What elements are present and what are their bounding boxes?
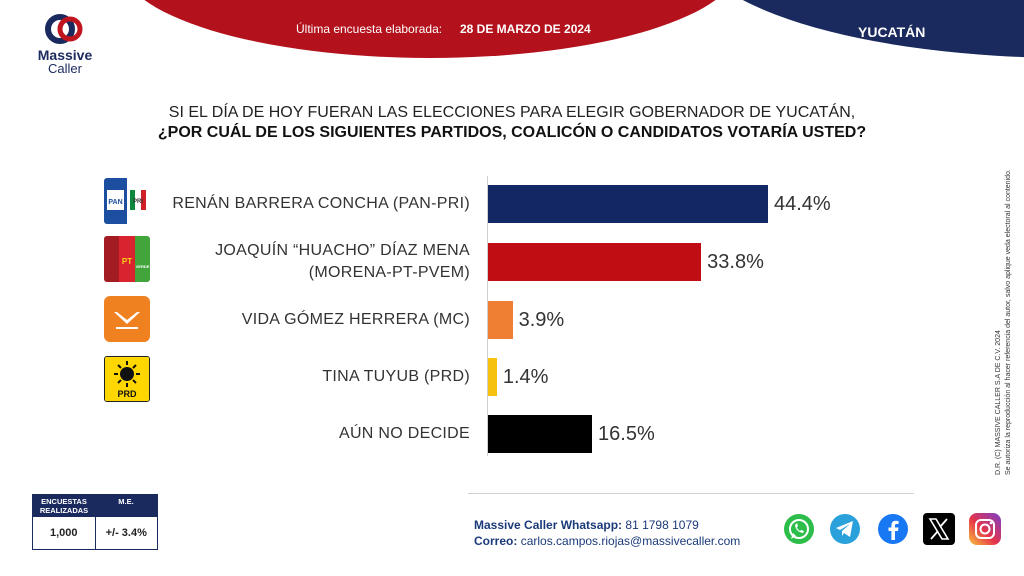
whatsapp-contact: Massive Caller Whatsapp: 81 1798 1079 xyxy=(474,518,699,532)
logo-text-caller: Caller xyxy=(48,61,82,76)
whatsapp-label: Massive Caller Whatsapp: xyxy=(474,518,623,532)
copyright-line-2: Se autoriza la reproducción al hacer ref… xyxy=(1005,169,1012,475)
survey-stats-table: ENCUESTAS REALIZADAS M.E. 1,000 +/- 3.4% xyxy=(32,494,158,550)
survey-date-label: Última encuesta elaborada: xyxy=(296,22,443,36)
category-label-5: AÚN NO DECIDE xyxy=(338,425,470,442)
value-label-5: 16.5% xyxy=(598,423,655,445)
pan-logo-text: PAN xyxy=(108,199,122,206)
pt-logo-text: PT xyxy=(122,257,132,266)
value-label-3: 3.9% xyxy=(518,309,565,331)
category-label-3: VIDA GÓMEZ HERRERA (MC) xyxy=(241,311,470,328)
chart-axis-line xyxy=(487,176,488,456)
morena-pt-pvem-logo: PT VERDE xyxy=(104,236,150,282)
value-label-1: 44.4% xyxy=(774,193,831,215)
telegram-icon[interactable] xyxy=(828,512,862,546)
massive-caller-logo: Massive Caller xyxy=(30,12,100,75)
email-address[interactable]: carlos.campos.riojas@massivecaller.com xyxy=(520,534,741,548)
copyright-note: D.R. (C) MASSIVE CALLER S.A DE C.V. 2024… xyxy=(994,115,1014,475)
copyright-line-1: D.R. (C) MASSIVE CALLER S.A DE C.V. 2024 xyxy=(995,330,1002,475)
logo-text-massive: Massive xyxy=(37,47,93,63)
footer-divider xyxy=(468,493,914,494)
massive-caller-logo-icon xyxy=(45,14,83,44)
bar-5 xyxy=(488,415,593,453)
pan-pri-logo: PAN PRI xyxy=(104,178,150,224)
bar-2 xyxy=(488,243,702,281)
surveys-value: 1,000 xyxy=(33,517,96,549)
whatsapp-number[interactable]: 81 1798 1079 xyxy=(625,518,699,532)
question-line-1: SI EL DÍA DE HOY FUERAN LAS ELECCIONES P… xyxy=(168,104,856,121)
email-label: Correo: xyxy=(474,534,518,548)
header-navy-band xyxy=(690,0,1024,58)
movimiento-ciudadano-logo xyxy=(104,296,150,342)
category-label-2: JOAQUÍN “HUACHO” DÍAZ MENA (MORENA-PT-PVE… xyxy=(215,242,470,281)
facebook-icon[interactable] xyxy=(876,512,910,546)
category-label-1: RENÁN BARRERA CONCHA (PAN-PRI) xyxy=(172,195,470,212)
bar-4 xyxy=(488,358,497,396)
question-line-2: ¿POR CUÁL DE LOS SIGUIENTES PARTIDOS, CO… xyxy=(157,124,867,141)
margin-error-value: +/- 3.4% xyxy=(105,527,147,539)
email-contact: Correo: carlos.campos.riojas@massivecall… xyxy=(474,534,740,548)
pri-logo-text: PRI xyxy=(133,199,143,205)
value-label-2: 33.8% xyxy=(707,251,764,273)
bar-3 xyxy=(488,301,513,339)
prd-logo: PRD xyxy=(104,356,150,402)
x-icon[interactable] xyxy=(922,512,956,546)
survey-date: 28 DE MARZO DE 2024 xyxy=(460,22,591,36)
bar-1 xyxy=(488,185,768,223)
value-label-4: 1.4% xyxy=(502,366,549,388)
prd-logo-text: PRD xyxy=(117,389,137,399)
state-label: YUCATÁN xyxy=(858,24,926,40)
instagram-icon[interactable] xyxy=(968,512,1002,546)
verde-logo-text: VERDE xyxy=(136,264,150,269)
margin-error-header: M.E. xyxy=(118,497,134,506)
category-label-4: TINA TUYUB (PRD) xyxy=(322,368,470,385)
surveys-header: ENCUESTAS REALIZADAS xyxy=(39,497,89,515)
whatsapp-icon[interactable] xyxy=(782,512,816,546)
